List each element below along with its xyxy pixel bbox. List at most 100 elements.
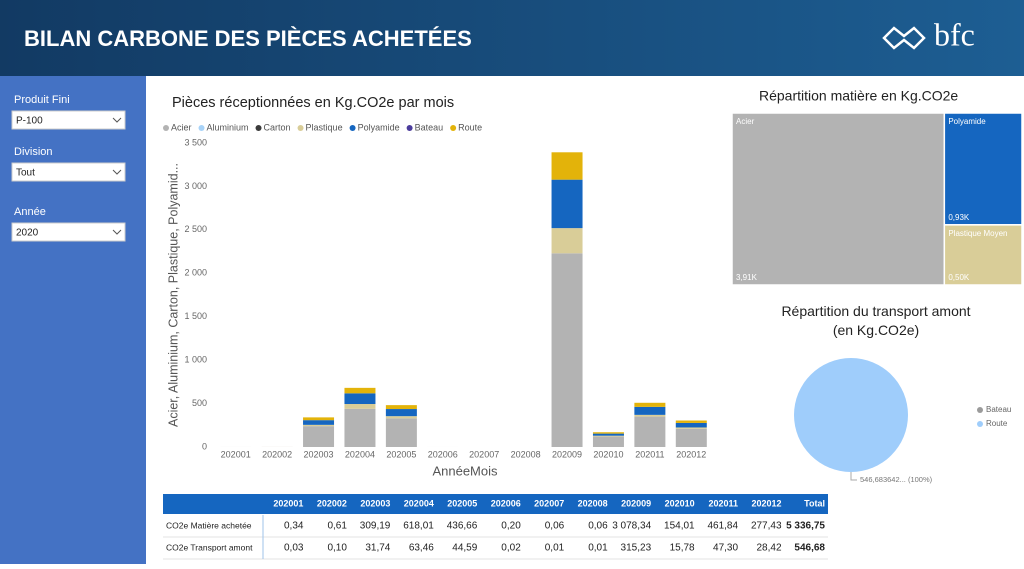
- cell: 461,84: [707, 521, 738, 532]
- y-tick-label: 1 500: [184, 311, 207, 321]
- bar-segment: [634, 415, 665, 417]
- row-label: CO2e Transport amont: [166, 542, 253, 552]
- bar-segment: [303, 426, 334, 447]
- legend-label: Route: [458, 122, 482, 132]
- logo-text: bfc: [934, 16, 975, 52]
- x-tick-label: 202007: [469, 449, 499, 459]
- x-tick-label: 202004: [345, 449, 375, 459]
- bar-segment: [593, 437, 624, 447]
- legend-marker: [163, 125, 169, 131]
- cell: 0,01: [545, 543, 565, 554]
- cell: 0,06: [545, 521, 565, 532]
- x-tick-label: 202012: [676, 449, 706, 459]
- treemap-cell: [732, 113, 944, 285]
- cell: 315,23: [621, 543, 652, 554]
- bar-segment: [386, 416, 417, 418]
- column-header: 202007: [534, 498, 564, 508]
- treemap-cell: [944, 113, 1022, 225]
- cell: 3 078,34: [612, 521, 651, 532]
- bar-segment: [676, 427, 707, 428]
- cell: 0,10: [327, 543, 347, 554]
- title-line: (en Kg.CO2e): [833, 322, 919, 338]
- bar-segment: [593, 432, 624, 433]
- bar-segment: [303, 417, 334, 420]
- legend-marker: [450, 125, 456, 131]
- x-tick-label: 202002: [262, 449, 292, 459]
- dropdown-value: P-100: [16, 116, 43, 127]
- cell: 28,42: [757, 543, 782, 554]
- bar-segment: [552, 228, 583, 253]
- x-tick-label: 202011: [635, 449, 664, 459]
- cell: 63,46: [409, 543, 434, 554]
- legend-label: Bateau: [986, 405, 1011, 414]
- legend-label: Polyamide: [358, 122, 400, 132]
- legend-label: Route: [986, 419, 1008, 428]
- legend-marker: [256, 125, 262, 131]
- filter-label: Division: [14, 146, 53, 158]
- treemap-value: 0,93K: [948, 213, 970, 222]
- bar-segment: [676, 421, 707, 423]
- title-line: Répartition du transport amont: [781, 303, 970, 319]
- legend-label: Carton: [264, 122, 291, 132]
- bar-segment: [552, 180, 583, 228]
- cell: 44,59: [452, 543, 477, 554]
- column-header: Total: [804, 498, 825, 508]
- x-tick-label: 202010: [593, 449, 623, 459]
- x-axis-label: AnnéeMois: [432, 463, 498, 478]
- bar-segment: [634, 407, 665, 415]
- cell: 618,01: [403, 521, 434, 532]
- legend-marker: [350, 125, 356, 131]
- cell: 436,66: [447, 521, 478, 532]
- y-tick-label: 0: [202, 441, 207, 451]
- bar-segment: [634, 417, 665, 447]
- bar-segment: [386, 409, 417, 416]
- column-header: 202012: [751, 498, 781, 508]
- legend-label: Bateau: [415, 122, 444, 132]
- bar-segment: [634, 403, 665, 407]
- filter-label: Année: [14, 206, 46, 218]
- cell: 0,03: [284, 543, 304, 554]
- bar-segment: [386, 405, 417, 409]
- legend-marker: [407, 125, 413, 131]
- x-tick-label: 202003: [304, 449, 334, 459]
- legend-label: Plastique: [306, 122, 343, 132]
- bar-segment: [344, 388, 375, 393]
- column-header: 202009: [621, 498, 651, 508]
- bar-segment: [303, 425, 334, 426]
- x-tick-label: 202006: [428, 449, 458, 459]
- bar-segment: [552, 152, 583, 179]
- legend-marker: [199, 125, 205, 131]
- x-tick-label: 202005: [386, 449, 416, 459]
- bar-segment: [552, 253, 583, 447]
- bar-segment: [593, 436, 624, 437]
- cell: 0,20: [501, 521, 521, 532]
- row-label: CO2e Matière achetée: [166, 520, 252, 530]
- cell: 5 336,75: [786, 521, 825, 532]
- bar-segment: [676, 429, 707, 447]
- cell: 154,01: [664, 521, 695, 532]
- y-tick-label: 1 000: [184, 355, 207, 365]
- y-tick-label: 500: [192, 398, 207, 408]
- column-header: 202003: [360, 498, 390, 508]
- cell: 0,61: [327, 521, 347, 532]
- column-header: 202006: [491, 498, 521, 508]
- cell: 47,30: [713, 543, 738, 554]
- data-label: 546,683642... (100%): [860, 475, 933, 484]
- page-title: BILAN CARBONE DES PIÈCES ACHETÉES: [24, 26, 472, 51]
- legend-label: Aluminium: [207, 122, 249, 132]
- chart-title: Répartition matière en Kg.CO2e: [759, 88, 958, 104]
- dropdown-value: Tout: [16, 168, 35, 179]
- y-axis-label: Acier, Aluminium, Carton, Plastique, Pol…: [166, 163, 180, 427]
- bar-segment: [303, 420, 334, 425]
- x-tick-label: 202001: [221, 449, 251, 459]
- column-header: 202002: [317, 498, 347, 508]
- legend-marker: [298, 125, 304, 131]
- cell: 0,06: [588, 521, 608, 532]
- treemap-label: Acier: [736, 117, 755, 126]
- column-header: 202010: [665, 498, 695, 508]
- bar-segment: [386, 418, 417, 447]
- bar-segment: [344, 409, 375, 447]
- x-tick-label: 202008: [511, 449, 541, 459]
- treemap-value: 3,91K: [736, 273, 758, 282]
